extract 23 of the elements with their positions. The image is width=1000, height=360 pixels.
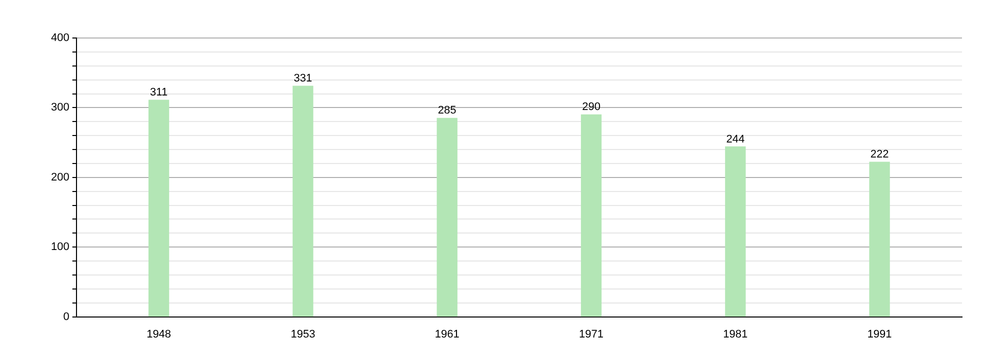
data-label: 244: [726, 133, 745, 146]
x-tick-label: 1981: [723, 328, 748, 340]
data-label: 222: [870, 148, 889, 161]
data-label: 290: [582, 101, 600, 114]
x-tick-label: 1948: [146, 328, 172, 340]
bar: [725, 146, 746, 317]
x-tick-label: 1971: [579, 328, 604, 340]
y-tick-label: 100: [50, 241, 70, 254]
data-label: 331: [294, 72, 312, 85]
x-tick-label: 1961: [434, 328, 460, 340]
x-tick-label: 1991: [867, 328, 892, 340]
y-tick-label: 300: [50, 102, 70, 114]
y-tick-label: 200: [50, 171, 70, 184]
y-tick-label: 0: [63, 310, 70, 323]
bar: [292, 86, 314, 317]
x-tick-label: 1953: [290, 328, 316, 340]
y-tick-label: 400: [50, 32, 70, 44]
bar: [869, 162, 890, 317]
bar: [580, 114, 602, 317]
bar: [436, 118, 458, 317]
data-label: 285: [438, 104, 456, 117]
bar: [148, 100, 170, 317]
data-label: 311: [150, 86, 168, 99]
